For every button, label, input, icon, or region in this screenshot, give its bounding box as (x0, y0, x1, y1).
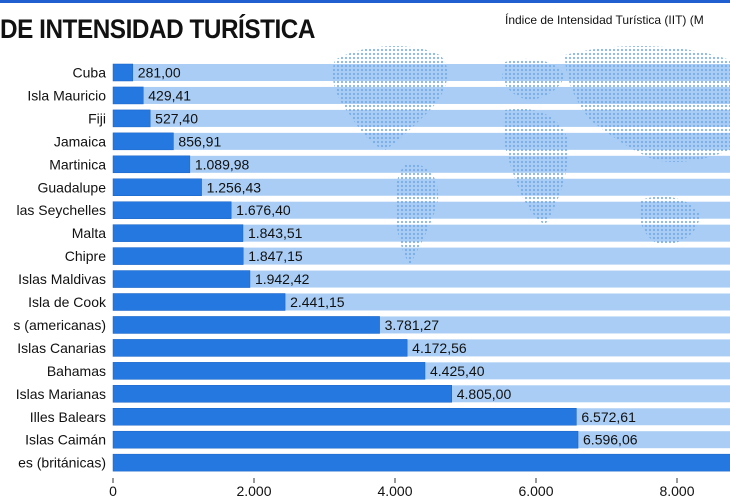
map-asia (565, 45, 730, 162)
category-label: Guadalupe (37, 179, 106, 195)
category-label: Isla Mauricio (27, 87, 106, 103)
bar (112, 201, 232, 219)
x-axis: 0 2.000 4.000 6.000 8.000 (109, 478, 695, 499)
row-band (113, 270, 730, 288)
row-band (113, 247, 730, 265)
category-label: Martinica (49, 156, 106, 172)
bar (112, 86, 144, 105)
bar (112, 339, 408, 357)
category-label: las Seychelles (17, 202, 107, 218)
row-band (113, 132, 730, 150)
category-label: s (americanas) (13, 317, 106, 333)
top-rule (0, 0, 730, 3)
bar (112, 155, 191, 174)
bar (112, 224, 244, 242)
category-label: es (británicas) (18, 455, 106, 471)
value-label: 1.089,98 (195, 156, 250, 172)
map-australia (639, 196, 700, 245)
bar (112, 293, 286, 311)
value-label: 2.441,15 (290, 294, 345, 310)
value-label: 6.596,06 (583, 432, 638, 448)
map-africa (502, 108, 569, 225)
x-tick-label: 8.000 (659, 483, 694, 499)
category-label: Cuba (73, 65, 107, 81)
category-label: Islas Marianas (16, 386, 106, 402)
x-tick-label: 6.000 (518, 483, 553, 499)
category-label: Fiji (88, 110, 106, 126)
category-label: Chipre (65, 248, 106, 264)
value-label: 6.572,61 (581, 409, 636, 425)
page-title: DE INTENSIDAD TURÍSTICA (0, 14, 316, 44)
category-label: Isla de Cook (28, 294, 107, 310)
value-label: 281,00 (138, 65, 181, 81)
value-label: 429,41 (148, 87, 191, 103)
value-label: 4.172,56 (412, 340, 467, 356)
x-tick-label: 4.000 (377, 483, 412, 499)
bar (112, 385, 453, 403)
map-europe (502, 58, 565, 100)
category-label: Malta (72, 225, 106, 241)
value-label: 1.843,51 (248, 225, 303, 241)
category-label: Islas Canarias (17, 340, 106, 356)
map-south-america (395, 164, 439, 265)
category-label: Bahamas (47, 363, 106, 379)
bar (112, 316, 380, 334)
bar (112, 63, 134, 82)
x-tick-label: 2.000 (236, 483, 271, 499)
value-label: 1.256,43 (207, 179, 262, 195)
value-label: 4.425,40 (430, 363, 485, 379)
chart-subtitle: Índice de Intensidad Turística (IIT) (M (505, 13, 704, 27)
bars (112, 63, 730, 472)
value-label: 856,91 (178, 133, 221, 149)
value-labels: 281,00 429,41 527,40 856,91 1.089,98 1.256,43… (138, 65, 638, 448)
value-label: 1.847,15 (248, 248, 303, 264)
value-label: 1.676,40 (236, 202, 291, 218)
bar (112, 132, 174, 151)
category-label: Islas Caimán (25, 432, 106, 448)
category-label: Illes Balears (30, 409, 106, 425)
category-labels: Cuba Isla Mauricio Fiji Jamaica Martinica Gua… (13, 65, 107, 471)
value-label: 4.805,00 (457, 386, 512, 402)
x-tick-label: 0 (109, 483, 117, 499)
value-label: 1.942,42 (255, 271, 310, 287)
bar (112, 109, 151, 128)
category-label: Jamaica (54, 133, 106, 149)
bar (112, 430, 579, 449)
value-label: 3.781,27 (385, 317, 440, 333)
map-north-america (332, 45, 448, 151)
bar (112, 178, 202, 196)
bar (112, 247, 244, 265)
bar (112, 270, 251, 288)
row-band (113, 155, 730, 173)
bar (112, 453, 730, 472)
bar (112, 362, 426, 380)
value-label: 527,40 (155, 110, 198, 126)
world-map-background (332, 45, 730, 265)
category-label: Islas Maldivas (18, 271, 106, 287)
bar (112, 408, 577, 426)
